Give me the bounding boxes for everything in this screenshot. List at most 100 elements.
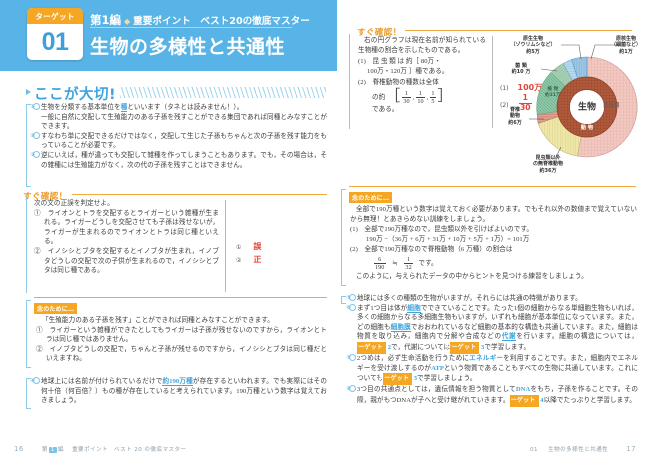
pie-chart: 生物 動 物 原生生物 （ゾウリムシなど） 約5万 原核生物 （細菌など） 約1…: [495, 35, 645, 180]
quiz-lead: 次の文の正誤を判定せよ。: [34, 200, 114, 207]
note-right-2-number: (2): [350, 246, 358, 254]
right-answer-2-number: (2): [500, 102, 509, 109]
header-rule: [90, 27, 292, 29]
pie-label-gensei: 原生生物 （ゾウリムシなど） 約5万: [510, 36, 556, 55]
leader-genkaku: [590, 44, 621, 60]
item-text: 2つめは，必ず生命活動を行うためにエネルギーを利用することです。また，細胞内でエ…: [357, 355, 638, 386]
note-lead-right: 全部で190万種という数字は覚えておく必要があります。でもそれ以外の数値まで覚え…: [350, 206, 637, 223]
note-right-fraction-row: 6 190 ≒ 1 32 です。: [350, 256, 637, 271]
bracket-open-icon: ［: [385, 88, 401, 105]
list-item: ⑦ 2つめは，必ず生命活動を行うためにエネルギーを利用することです。また，細胞内で…: [346, 353, 638, 386]
answer-2-value: 正: [253, 255, 262, 264]
bracket-quiz-right: [349, 34, 354, 129]
note-right-close: このように，与えられたデータの中からヒントを見つける練習をしましょう。: [356, 272, 588, 280]
list-item-cont: 一般に自然に交配して生殖能力のある子孫を残すことができる集団であれば同種とみなす…: [41, 113, 327, 131]
note-item-2-text: イノブタどうしの交配で，ちゃんと子孫が残せるのですから，イノシシとブタは同じ種だ…: [46, 345, 327, 363]
right-quiz-q1: (1) 昆 虫 類 は 約［ 80万・: [358, 57, 486, 67]
quiz-item-1: ① ライオンとトラを交配するとライガーという雑種が生まれる。ライガーどうしを交配…: [34, 209, 219, 247]
note-body: 「生殖能力のある子孫を残す」ことができれば同種とみなすことができます。 ① ライ…: [36, 316, 327, 364]
bracket-item-4: [26, 378, 31, 409]
item-list-5-8: ⑤ 地球には多くの種類の生物がいますが，それらには共通の特徴があります。 ⑥ まず1…: [346, 294, 638, 407]
note-item-1: ① ライガーという雑種ができたとしてもライガーは子孫が残せないのですから，ライオ…: [36, 326, 327, 345]
answer-1-value: 誤: [253, 242, 262, 251]
note-body-right: 全部で190万種という数字は覚えておく必要があります。でもそれ以外の数値まで覚え…: [350, 205, 637, 282]
item-number: ①: [30, 103, 41, 111]
header-dot-icon: ◆: [124, 17, 131, 26]
item-4: ④ 地球上には名前が付けられているだけで約190万種が存在するといわれます。でも実…: [30, 377, 327, 406]
footer-text-right: 生物の多様性と共通性: [548, 447, 609, 453]
right-quiz-block: 右の円グラフは現在名前が知られている生物種の割合を示したものである。 (1) 昆…: [358, 36, 486, 115]
quiz-answer-2: ② 正: [236, 249, 261, 267]
item-text: 生物を分類する基本単位を種といいます（タネとは読みません！）。: [40, 104, 244, 112]
item-number: ⑥: [346, 303, 357, 311]
pie-center-disc: [569, 89, 605, 125]
item-list-1-3: ① 生物を分類する基本単位を種といいます（タネとは読みません！）。 一般に自然に交…: [30, 103, 327, 170]
right-q2-number: (2): [358, 79, 366, 87]
pie-segment-label-konchu: 昆虫類: [603, 103, 620, 109]
answer-2-number: ②: [236, 257, 242, 264]
bracket-items-1-3: [26, 104, 31, 187]
note-item-1-text: ライガーという雑種ができたとしてもライガーは子孫が残せないのですから，ライオンと…: [46, 326, 327, 344]
list-item: ① 生物を分類する基本単位を種といいます（タネとは読みません！）。: [30, 103, 327, 113]
leader-muse: [554, 146, 562, 160]
right-answer-1: (1) 100万: [500, 77, 542, 95]
right-q1-number: (1): [358, 58, 366, 66]
quiz-item-1-text: ライオンとトラを交配するとライガーという雑種が生まれる。ライガーどうしを交配させ…: [44, 209, 219, 246]
leader-gensei: [561, 44, 582, 60]
page-title: 生物の多様性と共通性: [90, 36, 286, 58]
right-answer-1-number: (1): [500, 85, 509, 92]
left-page: ターゲット 01 第1編 ◆ 重要ポイント ベスト20の徹底マスター 生物の多様性と…: [0, 0, 337, 453]
note-item-2-number: ②: [36, 345, 43, 353]
quick-check-label-right: すぐ確認！: [357, 28, 402, 38]
note-lead: 「生殖能力のある子孫を残す」ことができれば同種とみなすことができます。: [42, 317, 274, 324]
pie-segment-label-shokubutsu: 植 物約31万: [545, 87, 561, 98]
note-tag: 念のために…: [34, 303, 78, 315]
right-quiz-lead: 右の円グラフは現在名前が知られている生物種の割合を示したものである。: [358, 37, 486, 54]
note-right-item-1: (1) 全部で190万種なので，昆虫類以外を引けばよいのです。: [350, 225, 637, 235]
quick-check-label: すぐ確認！: [23, 192, 68, 202]
quiz-item-2: ② イノシシとブタを交配するとイノブタが生まれ，イノブタどうしの交配で次の子供が…: [34, 247, 219, 276]
header-volume: 第1編: [90, 13, 122, 27]
footer-volume-chip: 1: [48, 447, 57, 453]
bracket-close-icon: ］: [437, 88, 453, 105]
quick-check-rule-right: [405, 30, 632, 32]
target-badge: ターゲット 01: [27, 8, 83, 60]
divider-rule-right: [349, 186, 636, 188]
note-tag-right: 念のために…: [349, 192, 393, 204]
page-number-left: 16: [14, 445, 24, 453]
list-item: ③ 逆にいえば，種が違っても交配して雑種を作ってしまうこともあります。でも，その場…: [30, 150, 327, 170]
quick-check-rule: [72, 194, 327, 196]
pie-label-sekitsui: 脊椎 動物 約6万: [508, 107, 522, 126]
note-fraction-2: 1 32: [403, 255, 414, 271]
page-number-right: 17: [626, 445, 636, 453]
bracket-items-5-8: [341, 296, 346, 304]
item-4-keyword: 約190万種: [162, 378, 193, 386]
pie-label-kinrui: 菌 類 約10 万: [511, 63, 531, 76]
item-text: 3つ目の共通点としては，遺伝情報を担う物質としてDNAをもち，子孫を作ることです…: [357, 386, 638, 407]
pie-label-genkaku: 原核生物 （細菌など） 約1万: [610, 36, 641, 55]
option-fraction-2: 1 10: [415, 89, 426, 105]
note-fraction-tail: です。: [418, 259, 438, 267]
item-number: ②: [30, 131, 41, 140]
quiz-item-1-number: ①: [34, 209, 41, 217]
pie-label-muse: 昆虫類以外 の無脊椎動物 約36万: [532, 155, 563, 174]
section-heading-label: ここが大切!: [34, 87, 117, 103]
right-quiz-q2: (2) 脊椎動物の種数は全体: [358, 78, 486, 88]
note-right-2-text: 全部で190万種なので脊椎動物（6 万種）の割合は: [364, 246, 513, 254]
footer-target-number: 01: [530, 447, 538, 453]
right-quiz-q2-options: の約［ 1 30, 1 10, 1 5 ］: [372, 88, 453, 105]
item-4-pre: 地球上には名前が付けられているだけで: [40, 378, 163, 385]
footer-volume-pre: 第: [41, 447, 48, 453]
item-number: ⑤: [346, 294, 357, 302]
right-quiz-q2-tail: である。: [372, 105, 399, 113]
item-number: ④: [30, 377, 41, 385]
right-answer-1-value: 100万: [517, 83, 543, 92]
note-fraction-1: 6 190: [373, 255, 386, 271]
bracket-note-right: [341, 189, 346, 286]
right-answer-2-value: 1 30: [518, 93, 533, 112]
right-answer-2: (2) 1 30: [500, 94, 534, 112]
list-item: ② すなわち単に交配できるだけではなく，交配して生じた子孫もちゃんと次の子孫を残す…: [30, 131, 327, 151]
triangle-icon: [26, 89, 31, 95]
item-text: すなわち単に交配できるだけではなく，交配して生じた子孫もちゃんと次の子孫を残す能…: [40, 132, 327, 150]
